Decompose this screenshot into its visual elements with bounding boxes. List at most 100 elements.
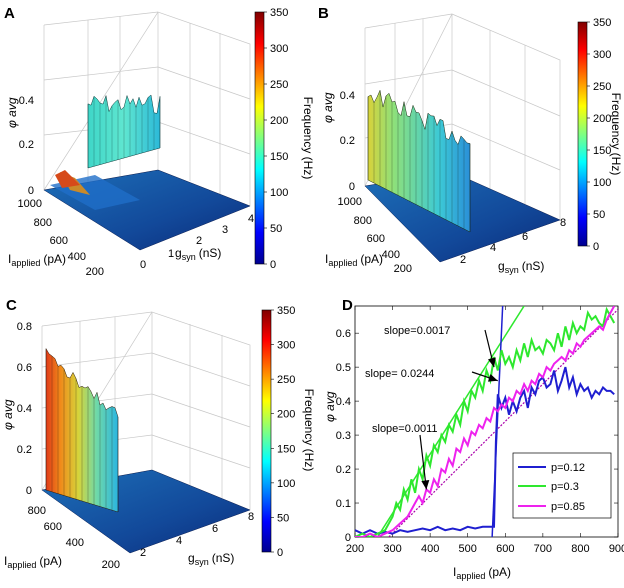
colorbar-tick: 300 [270,43,288,55]
colorbar-tick: 200 [270,115,288,127]
legend-label: p=0.12 [551,462,585,474]
gsyn-tick: 2 [196,235,202,247]
colorbar-tick: 0 [593,241,599,253]
colorbar-tick: 50 [270,223,282,235]
panel-d-annotations: slope=0.0017 slope= 0.0244 slope=0.0011 [365,325,498,490]
colorbar-tick: 150 [270,151,288,163]
y-tick-label: 0.6 [336,328,351,340]
legend-label: p=0.3 [551,481,579,493]
iapp-tick: 800 [28,505,46,517]
iapp-tick: 600 [50,235,68,247]
panel-a-gsyn-ticks: 0 1 2 3 4 [140,213,254,271]
panel-letter-a: A [4,5,15,22]
panel-letter-b: B [318,5,329,22]
z-tick: 0 [26,485,32,497]
colorbar-tick: 0 [277,547,283,559]
iapp-tick: 400 [382,249,400,261]
colorbar-tick: 350 [593,17,611,29]
annotation-slope-2: slope= 0.0244 [365,368,434,380]
panel-c-gsyn-ticks: 2 4 6 8 [140,511,254,559]
annotation-slope-3: slope=0.0011 [372,423,438,435]
iapp-tick: 400 [66,537,84,549]
fit-line [388,308,618,537]
y-tick-label: 0 [345,532,351,544]
x-tick-label: 500 [459,543,477,555]
annotation-arrowhead [421,480,430,490]
gsyn-tick: 4 [490,242,496,254]
colorbar-tick: 0 [270,259,276,271]
panel-b-colorbar: 350 300 250 200 150 100 50 0 Frequency (Hz) [577,17,623,253]
iapp-axis-label: Iapplied (pA) [325,252,383,268]
panel-c-z-ticks: 0 0.2 0.4 0.6 0.8 [17,321,32,497]
iapp-axis-label: Iapplied (pA) [8,252,66,268]
gsyn-axis-label: gsyn (nS) [188,551,234,567]
gsyn-tick: 2 [140,547,146,559]
gsyn-tick: 0 [140,259,146,271]
gsyn-tick: 8 [560,217,566,229]
z-tick: 0.8 [17,321,32,333]
colorbar-tick: 350 [270,7,288,19]
gsyn-axis-label: gsyn (nS) [175,246,221,262]
gsyn-tick: 1 [168,248,174,260]
iapp-tick: 200 [86,266,104,278]
gsyn-tick: 3 [222,224,228,236]
panel-letter-d: D [342,297,353,314]
colorbar-tick: 200 [277,409,295,421]
panel-letter-c: C [6,297,17,314]
y-tick-label: 0.4 [336,396,351,408]
panel-c: C 0 0.2 0.4 0.6 0.8 φ avg 8 [1,297,316,571]
legend-label: p=0.85 [551,501,585,513]
y-tick-label: 0.5 [336,362,351,374]
panel-b-z-ticks: 0 0.2 0.4 [340,90,355,193]
colorbar-tick: 150 [277,443,295,455]
legend: p=0.12 p=0.3 p=0.85 [512,452,612,519]
gsyn-axis-label: gsyn (nS) [498,259,544,275]
z-tick: 0.4 [17,403,32,415]
y-tick-label: 0.1 [336,498,351,510]
x-axis-label: Iapplied (pA) [453,565,511,581]
annotation-slope-1: slope=0.0017 [384,325,450,337]
panel-d-ticks: 200 300 400 500 600 700 800 900 0 0.1 0.2 0.3 0.4 0.5… [336,306,624,555]
z-tick: 0.2 [19,139,34,151]
z-tick: 0.4 [340,90,355,102]
colorbar-tick: 100 [593,177,611,189]
z-tick: 0.2 [340,135,355,147]
colorbar-tick: 50 [593,209,605,221]
annotation-arrow [419,434,427,490]
z-axis-label: φ avg [1,399,15,430]
z-axis-label: φ avg [5,97,19,128]
iapp-tick: 400 [68,251,86,263]
colorbar-tick: 100 [277,478,295,490]
iapp-tick: 1000 [18,198,42,210]
series-line-p=0.12 [355,366,615,535]
gsyn-tick: 6 [522,231,528,243]
colorbar-tick: 200 [593,113,611,125]
x-tick-label: 800 [571,543,589,555]
y-tick-label: 0.2 [336,464,351,476]
colorbar-title: Frequency (Hz) [301,97,315,180]
colorbar-tick: 250 [270,79,288,91]
iapp-tick: 200 [394,263,412,275]
iapp-tick: 600 [44,521,62,533]
colorbar-tick: 100 [270,187,288,199]
gsyn-tick: 4 [248,213,254,225]
colorbar-tick: 250 [593,81,611,93]
gsyn-tick: 8 [248,511,254,523]
x-tick-label: 300 [383,543,401,555]
colorbar-title: Frequency (Hz) [609,93,623,176]
panel-a-surface [43,94,251,251]
iapp-tick: 800 [34,217,52,229]
panel-b-gsyn-ticks: 2 4 6 8 [460,217,566,266]
z-axis-label: φ avg [321,92,335,123]
panel-a: A 0 0.2 0.4 φ avg [4,5,315,278]
colorbar-tick: 350 [277,305,295,317]
series-line-p=0.85 [355,306,616,537]
panel-d: D 200 300 400 500 600 700 800 900 0 0.1 0.2 0.3 0.4 0… [323,297,624,581]
panel-c-iapp-ticks: 800 600 400 200 [28,505,120,571]
z-tick: 0 [28,185,34,197]
x-tick-label: 200 [346,543,364,555]
iapp-tick: 600 [367,233,385,245]
colorbar-tick: 250 [277,374,295,386]
panel-d-series [355,306,616,537]
